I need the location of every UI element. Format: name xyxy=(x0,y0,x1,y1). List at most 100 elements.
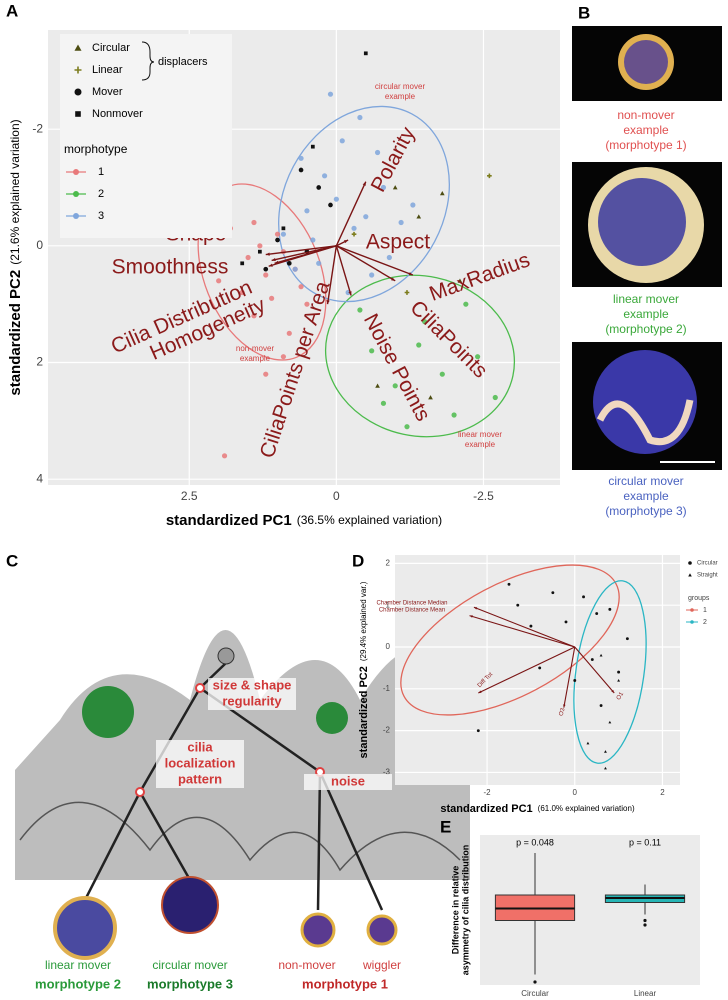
point xyxy=(363,214,369,220)
point xyxy=(386,254,392,261)
loading-label: Chamber Distance Mean xyxy=(379,608,445,614)
point xyxy=(263,272,269,278)
point xyxy=(604,766,607,770)
loading-arrow xyxy=(574,646,615,694)
y-tick-label: 1 xyxy=(386,600,391,609)
point xyxy=(586,741,590,745)
y-axis-note: (29.4% explained var.) xyxy=(359,581,368,661)
legend-title: groups xyxy=(688,595,710,602)
point xyxy=(304,301,310,307)
point xyxy=(74,66,82,74)
point xyxy=(422,319,428,325)
loading-arrow xyxy=(326,245,338,305)
point xyxy=(286,260,292,266)
point xyxy=(590,658,594,661)
legend-label: Nonmover xyxy=(92,108,143,120)
point xyxy=(457,278,463,283)
point xyxy=(328,202,333,208)
point xyxy=(321,173,328,179)
y-tick-label: -3 xyxy=(383,768,391,777)
caption: non-mover xyxy=(617,108,674,122)
x-tick-label: 0 xyxy=(333,489,340,503)
caption: (morphotype 1) xyxy=(605,138,686,152)
point xyxy=(374,149,381,156)
point xyxy=(263,371,269,377)
y-axis-title: standardized PC2 xyxy=(7,270,24,396)
legend-label: Circular xyxy=(697,561,718,567)
arrow-head xyxy=(611,689,615,693)
point xyxy=(316,185,322,190)
y-tick-label: 0 xyxy=(386,642,391,651)
x-tick-label: 0 xyxy=(573,788,578,797)
cell xyxy=(161,876,219,934)
point xyxy=(428,395,433,400)
point xyxy=(375,383,380,388)
x-tick-label: -2.5 xyxy=(473,489,494,503)
label-bg xyxy=(208,678,296,694)
y-tick-label: -1 xyxy=(383,684,391,693)
legend-key xyxy=(73,213,79,219)
leaf-group: morphotype 3 xyxy=(147,976,233,991)
point xyxy=(280,354,287,360)
annotation: example xyxy=(385,92,416,101)
y-axis-title: standardized PC2 xyxy=(358,666,370,758)
legend-key xyxy=(690,620,694,624)
loading-label: Aspect xyxy=(366,231,430,254)
leaf-label: circular mover xyxy=(152,958,227,972)
loading-arrow xyxy=(478,646,576,694)
leaf-label: non-mover xyxy=(278,958,335,972)
point xyxy=(310,144,315,149)
point xyxy=(492,394,498,401)
label-bg xyxy=(156,756,244,772)
point xyxy=(369,272,375,278)
arrow-head xyxy=(343,240,349,244)
legend-label: 2 xyxy=(703,619,707,626)
leaf-group: morphotype 1 xyxy=(302,976,388,991)
point xyxy=(251,219,257,226)
point xyxy=(451,412,457,418)
legend-group-label: displacers xyxy=(158,56,208,68)
outlier xyxy=(643,918,647,923)
annotation: example xyxy=(465,440,496,449)
point xyxy=(599,653,603,657)
point xyxy=(439,190,445,196)
plot-background xyxy=(395,555,680,785)
loading-arrow xyxy=(265,245,337,256)
legend-label: Linear xyxy=(92,64,123,76)
y-tick-label: 4 xyxy=(36,471,43,485)
loading-label: O1 xyxy=(616,691,626,702)
point xyxy=(476,729,480,733)
x-axis-title: standardized PC1 xyxy=(440,803,532,815)
legend-key xyxy=(690,608,694,612)
point xyxy=(269,295,275,301)
point xyxy=(625,637,629,641)
point xyxy=(608,720,612,724)
caption: (morphotype 2) xyxy=(605,322,686,336)
y-tick-label: 2 xyxy=(36,355,43,369)
node xyxy=(195,683,205,693)
loading-arrow xyxy=(563,646,576,708)
loading-arrow xyxy=(473,606,575,648)
label-bg xyxy=(208,694,296,710)
point xyxy=(487,173,492,179)
point xyxy=(564,620,568,624)
point xyxy=(507,582,511,586)
confidence-ellipse xyxy=(278,105,450,303)
loading-arrow xyxy=(336,245,396,282)
loading-arrow xyxy=(274,245,337,265)
arrow-head xyxy=(326,300,330,305)
cell xyxy=(598,178,686,266)
annotation: linear mover xyxy=(458,430,502,439)
loading-arrow xyxy=(335,245,352,296)
caption: example xyxy=(623,489,669,503)
point xyxy=(416,214,422,219)
point xyxy=(617,679,621,682)
point xyxy=(369,348,375,354)
arrow-head xyxy=(362,181,366,186)
legend-label: 2 xyxy=(98,188,104,200)
panel-label: A xyxy=(6,1,18,20)
legend-label: 1 xyxy=(703,607,707,614)
legend-title: morphotype xyxy=(64,142,128,156)
point xyxy=(475,354,481,360)
